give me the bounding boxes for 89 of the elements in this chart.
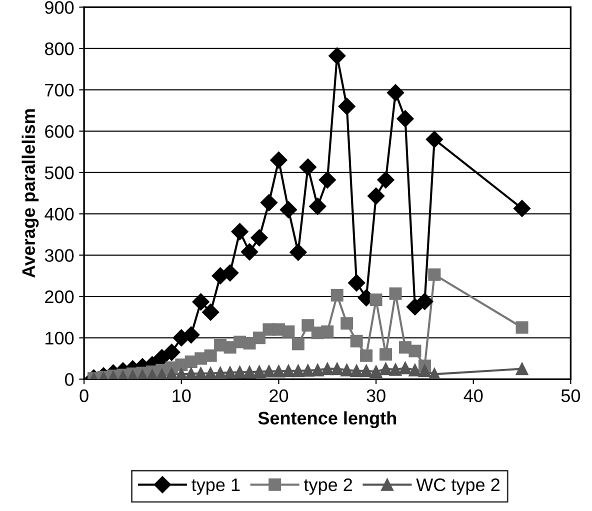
y-tick-label: 600 <box>45 125 74 138</box>
point <box>282 364 295 378</box>
point <box>340 317 354 330</box>
x-tick-label: 40 <box>464 389 483 402</box>
y-tick-label: 500 <box>44 166 74 180</box>
point <box>418 364 431 378</box>
point <box>192 293 210 310</box>
point <box>516 321 528 334</box>
y-tick-label: 300 <box>44 249 74 262</box>
y-axis-title: Average parallelism <box>22 109 39 278</box>
point <box>350 334 363 348</box>
point <box>398 362 412 374</box>
point <box>299 158 316 176</box>
point <box>163 344 180 361</box>
point <box>194 367 208 380</box>
point <box>428 268 441 281</box>
point <box>330 362 344 376</box>
point <box>416 292 434 310</box>
x-tick-label: 20 <box>270 389 288 402</box>
point <box>428 368 441 380</box>
point <box>224 366 236 379</box>
x-tick-label: 30 <box>366 389 386 402</box>
legend-label: WC type 2 <box>416 478 500 495</box>
point <box>260 194 278 212</box>
x-tick-label: 10 <box>172 389 191 402</box>
point <box>516 362 528 376</box>
point <box>290 244 307 261</box>
point <box>272 365 285 378</box>
point <box>330 289 344 302</box>
point <box>321 325 334 338</box>
point <box>302 364 314 377</box>
point <box>282 325 295 338</box>
point <box>338 98 356 115</box>
point <box>318 171 336 188</box>
point <box>360 349 373 362</box>
point <box>350 364 363 378</box>
x-tick-label: 0 <box>80 389 88 402</box>
point <box>348 274 366 292</box>
point <box>243 366 256 378</box>
point <box>240 243 258 260</box>
point <box>253 332 266 344</box>
y-tick-label: 400 <box>44 208 74 221</box>
point <box>292 364 304 378</box>
point <box>386 84 404 102</box>
y-tick-label: 700 <box>45 84 74 97</box>
point <box>309 198 326 215</box>
point <box>234 366 246 378</box>
point <box>408 364 422 376</box>
point <box>389 287 402 300</box>
point <box>370 294 382 306</box>
point <box>408 344 422 358</box>
point <box>250 229 268 246</box>
point <box>513 200 531 218</box>
point <box>280 201 297 218</box>
point <box>202 304 220 321</box>
legend-label: type 1 <box>192 478 240 495</box>
point <box>253 365 266 378</box>
point <box>321 362 334 376</box>
point <box>360 364 373 378</box>
point <box>389 363 402 376</box>
point <box>380 348 392 361</box>
legend-label: type 2 <box>304 478 352 495</box>
y-tick-label: 200 <box>45 290 74 304</box>
point <box>231 223 248 240</box>
y-tick-label: 900 <box>45 1 74 14</box>
point <box>340 364 354 376</box>
point <box>214 366 227 380</box>
point <box>182 326 200 344</box>
point <box>328 47 346 64</box>
point <box>406 298 424 316</box>
point <box>311 364 324 376</box>
y-tick-label: 800 <box>45 42 74 56</box>
point <box>204 349 217 362</box>
point <box>222 264 239 282</box>
point <box>262 365 276 378</box>
y-tick-label: 100 <box>46 332 74 345</box>
point <box>302 319 314 332</box>
x-tick-label: 50 <box>561 389 580 402</box>
point <box>367 188 385 205</box>
point <box>377 171 394 188</box>
point <box>396 110 414 128</box>
point <box>370 365 382 378</box>
y-tick-label: 0 <box>65 373 74 386</box>
point <box>270 152 288 169</box>
point <box>204 367 217 380</box>
point <box>292 338 304 350</box>
x-axis-title: Sentence length <box>258 411 396 428</box>
point <box>380 362 392 376</box>
point <box>426 130 443 148</box>
